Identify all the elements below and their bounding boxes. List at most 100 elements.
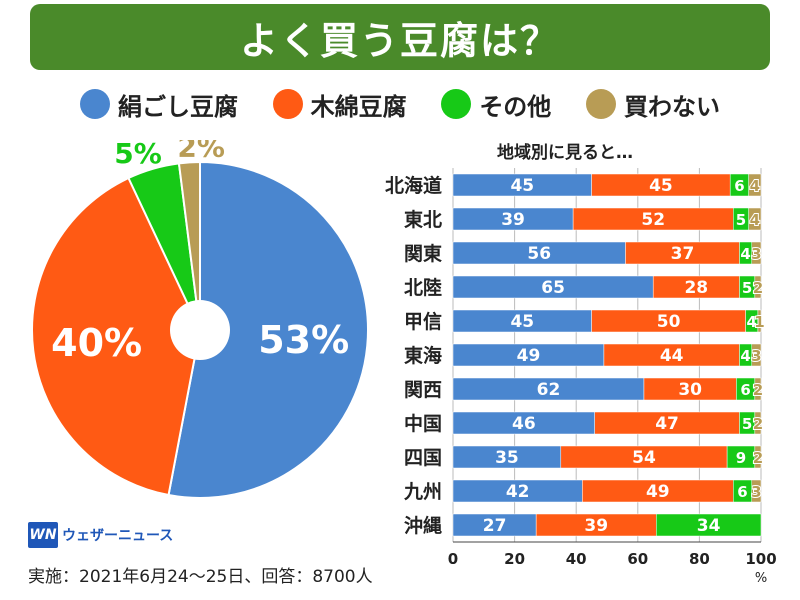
pie-label-1: 40% — [51, 321, 142, 365]
category-label: 関西 — [404, 379, 442, 401]
pie-chart: 53% 40% 5% 2% — [31, 140, 369, 499]
bar-segment — [748, 173, 762, 197]
legend-label: 絹ごし豆腐 — [118, 92, 238, 121]
bar-data-label: 45 — [510, 176, 534, 196]
bar-data-label: 35 — [495, 448, 519, 468]
bar-data-label: 6 — [737, 483, 747, 501]
bar-data-label: 5 — [742, 279, 752, 297]
x-axis-unit: % — [755, 571, 767, 586]
legend: 絹ごし豆腐 木綿豆腐 その他 買わない — [80, 84, 720, 124]
bar-data-label: 3 — [751, 245, 761, 263]
legend-label: その他 — [479, 92, 552, 121]
bar-data-label: 37 — [671, 244, 695, 264]
bar-data-label: 52 — [641, 210, 665, 230]
page-title: よく買う豆腐は？ — [239, 18, 560, 63]
pie-label-0: 53% — [258, 318, 349, 362]
weathernews-logo: WN ウェザーニュース — [28, 522, 173, 548]
bar-data-label: 9 — [736, 449, 746, 467]
bar-data-label: 5 — [736, 211, 746, 229]
weathernews-logo-icon: WN — [28, 522, 58, 548]
bar-data-label: 50 — [657, 312, 681, 332]
bar-segment — [751, 479, 762, 503]
bar-data-label: 6 — [740, 381, 750, 399]
bar-data-label: 49 — [517, 346, 541, 366]
legend-swatch — [441, 89, 472, 119]
title-banner: よく買う豆腐は？ — [30, 4, 770, 70]
bar-data-label: 47 — [655, 414, 679, 434]
legend-swatch — [80, 89, 110, 119]
bar-data-label: 62 — [537, 380, 561, 400]
legend-item-momen: 木綿豆腐 — [272, 87, 407, 122]
bar-data-label: 45 — [649, 176, 673, 196]
pie-center-hole — [170, 300, 230, 360]
bar-data-label: 2 — [753, 449, 763, 467]
x-tick-label: 0 — [448, 550, 458, 568]
legend-swatch — [585, 89, 616, 119]
bar-data-label: 34 — [697, 516, 721, 536]
bar-data-label: 1 — [754, 313, 764, 331]
x-tick-label: 80 — [689, 550, 710, 568]
bar-chart-title: 地域別に見ると… — [497, 142, 633, 163]
bar-data-label: 5 — [742, 415, 752, 433]
category-label: 甲信 — [404, 310, 442, 333]
x-tick-label: 60 — [627, 550, 648, 568]
bar-segment — [754, 377, 762, 401]
bar-data-label: 54 — [632, 448, 656, 468]
bar-data-label: 2 — [753, 415, 763, 433]
logo-text: ウェザーニュース — [62, 528, 174, 544]
category-label: 東北 — [404, 208, 442, 231]
category-label: 中国 — [404, 412, 442, 435]
pie-slice-3 — [177, 160, 201, 331]
bar-data-label: 45 — [510, 312, 534, 332]
x-tick-label: 20 — [504, 550, 525, 568]
bar-data-label: 46 — [512, 414, 536, 434]
legend-item-kinugoshi: 絹ごし豆腐 — [80, 87, 238, 122]
legend-item-other: その他 — [441, 87, 551, 122]
bar-data-label: 49 — [646, 482, 670, 502]
bar-data-label: 2 — [753, 279, 763, 297]
pie-slice-0 — [167, 160, 369, 499]
bar-data-label: 42 — [506, 482, 530, 502]
bar-segment — [751, 343, 762, 367]
pie-slice-1 — [31, 176, 202, 497]
bar-data-label: 2 — [753, 381, 763, 399]
bar-data-label: 27 — [483, 516, 507, 536]
bar-data-label: 65 — [541, 278, 565, 298]
bar-segment — [748, 207, 762, 231]
bar-data-label: 4 — [747, 313, 757, 331]
category-label: 北陸 — [404, 276, 442, 299]
category-label: 四国 — [404, 447, 442, 469]
bar-segment — [754, 411, 762, 435]
pie-label-2: 5% — [114, 140, 162, 170]
bar-data-label: 4 — [740, 347, 750, 365]
bar-data-label: 44 — [660, 346, 684, 366]
category-label: 関東 — [404, 242, 442, 265]
bar-data-label: 4 — [750, 177, 760, 195]
legend-label: 木綿豆腐 — [310, 92, 407, 121]
bar-data-label: 56 — [527, 244, 551, 264]
bar-data-label: 28 — [684, 278, 708, 298]
bar-data-label: 6 — [734, 177, 744, 195]
legend-swatch — [272, 89, 303, 119]
bar-segment — [754, 445, 762, 469]
bar-data-label: 4 — [750, 211, 760, 229]
legend-item-none: 買わない — [585, 87, 720, 122]
bar-segment — [656, 513, 762, 537]
bar-data-label: 39 — [584, 516, 608, 536]
bar-segment — [751, 241, 762, 265]
category-label: 東海 — [404, 344, 442, 367]
bar-data-label: 4 — [740, 245, 750, 263]
legend-label: 買わない — [623, 92, 720, 121]
bar-segment — [757, 309, 762, 333]
pie-label-3: 2% — [177, 140, 225, 163]
bar-data-label: 3 — [751, 347, 761, 365]
regional-stacked-bar-chart: 地域別に見ると…0 20 40 60 80 100%北海道 45 45 6 4東北 39 52 5 4関東… — [385, 142, 777, 586]
x-tick-label: 100 — [745, 550, 776, 568]
bar-segment — [754, 275, 762, 299]
x-tick-label: 40 — [566, 550, 587, 568]
survey-note: 実施：2021年6月24～25日、回答：8700人 — [28, 567, 373, 587]
bar-data-label: 39 — [501, 210, 525, 230]
category-label: 北海道 — [385, 174, 442, 197]
category-label: 九州 — [403, 481, 442, 503]
bar-data-label: 3 — [751, 483, 761, 501]
